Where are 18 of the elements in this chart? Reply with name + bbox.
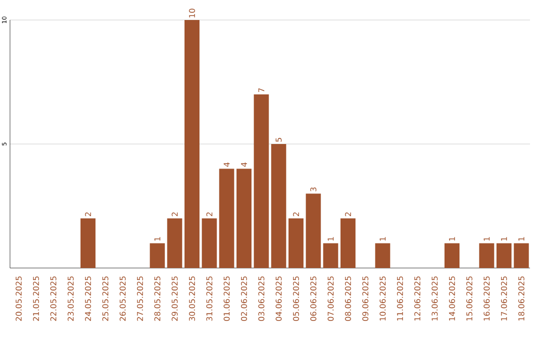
bar (340, 218, 356, 268)
bar (167, 218, 182, 268)
bar (323, 243, 338, 268)
bar (80, 218, 96, 268)
bar (444, 243, 460, 268)
bar (202, 218, 217, 268)
bar (219, 168, 234, 268)
bar (514, 243, 529, 268)
bar (496, 243, 512, 268)
bar (184, 20, 200, 268)
bar (479, 243, 494, 268)
bar (271, 144, 286, 268)
bar (306, 194, 321, 268)
bar (236, 168, 252, 268)
bar (375, 243, 390, 268)
bar (288, 218, 304, 268)
bar (254, 94, 269, 268)
bar (150, 243, 165, 268)
